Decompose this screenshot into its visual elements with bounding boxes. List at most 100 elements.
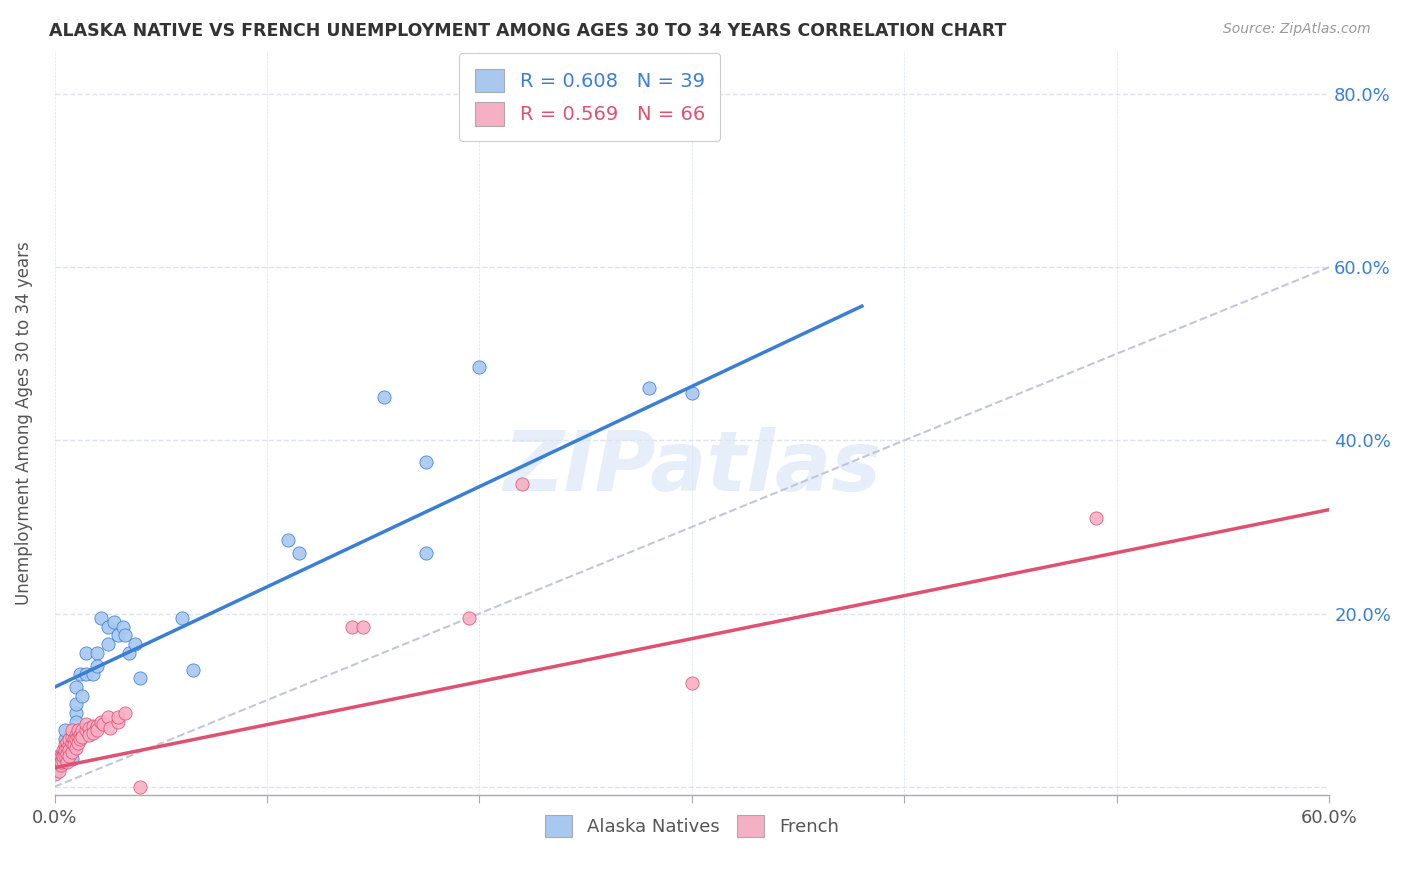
Point xyxy=(66,736,89,750)
Point xyxy=(70,730,93,744)
Point xyxy=(77,721,100,735)
Point xyxy=(277,533,299,547)
Y-axis label: Unemployment Among Ages 30 to 34 years: Unemployment Among Ages 30 to 34 years xyxy=(15,241,32,605)
Point xyxy=(60,736,83,750)
Point xyxy=(82,726,104,740)
Point xyxy=(69,732,91,747)
Point xyxy=(75,723,97,738)
Point xyxy=(53,740,76,755)
Point xyxy=(56,756,79,770)
Point xyxy=(49,758,72,772)
Point xyxy=(288,546,311,560)
Point xyxy=(48,758,70,772)
Point xyxy=(181,663,204,677)
Point xyxy=(60,743,83,757)
Point xyxy=(103,615,125,630)
Point xyxy=(97,710,120,724)
Point xyxy=(415,546,437,560)
Point xyxy=(65,732,87,747)
Point xyxy=(44,758,66,772)
Point xyxy=(681,676,703,690)
Point xyxy=(373,390,395,404)
Point xyxy=(97,637,120,651)
Point xyxy=(510,476,533,491)
Point xyxy=(86,723,108,738)
Point xyxy=(56,735,79,749)
Point xyxy=(65,740,87,755)
Point xyxy=(60,752,83,766)
Point xyxy=(128,780,150,794)
Point xyxy=(170,611,193,625)
Point xyxy=(66,730,89,744)
Point xyxy=(69,728,91,742)
Point xyxy=(1084,511,1107,525)
Point xyxy=(44,766,66,780)
Point xyxy=(52,743,75,757)
Point xyxy=(53,747,76,761)
Text: Source: ZipAtlas.com: Source: ZipAtlas.com xyxy=(1223,22,1371,37)
Point xyxy=(111,619,134,633)
Point xyxy=(65,706,87,720)
Point xyxy=(114,706,136,720)
Point xyxy=(352,619,374,633)
Point xyxy=(66,723,89,738)
Point xyxy=(70,723,93,738)
Point xyxy=(82,667,104,681)
Point xyxy=(86,719,108,733)
Point xyxy=(65,680,87,694)
Text: ALASKA NATIVE VS FRENCH UNEMPLOYMENT AMONG AGES 30 TO 34 YEARS CORRELATION CHART: ALASKA NATIVE VS FRENCH UNEMPLOYMENT AMO… xyxy=(49,22,1007,40)
Point xyxy=(56,740,79,755)
Point xyxy=(107,710,129,724)
Point xyxy=(86,658,108,673)
Point xyxy=(75,646,97,660)
Point xyxy=(75,717,97,731)
Point xyxy=(53,745,76,759)
Point xyxy=(124,637,146,651)
Point xyxy=(97,619,120,633)
Point xyxy=(45,754,67,768)
Point xyxy=(65,728,87,742)
Point xyxy=(415,455,437,469)
Point xyxy=(90,611,112,625)
Point xyxy=(49,754,72,768)
Point xyxy=(48,749,70,764)
Point xyxy=(107,628,129,642)
Legend: Alaska Natives, French: Alaska Natives, French xyxy=(536,805,848,846)
Point xyxy=(90,714,112,729)
Point xyxy=(457,611,479,625)
Point xyxy=(65,698,87,712)
Point xyxy=(60,745,83,759)
Point xyxy=(82,719,104,733)
Point xyxy=(75,667,97,681)
Point xyxy=(77,728,100,742)
Point xyxy=(48,764,70,779)
Point xyxy=(53,749,76,764)
Point xyxy=(681,385,703,400)
Point xyxy=(98,721,121,735)
Point xyxy=(58,732,80,747)
Point xyxy=(52,754,75,768)
Point xyxy=(53,738,76,752)
Point xyxy=(93,717,115,731)
Point xyxy=(65,714,87,729)
Point xyxy=(49,756,72,770)
Point xyxy=(52,749,75,764)
Point xyxy=(45,763,67,777)
Point xyxy=(58,738,80,752)
Point xyxy=(60,730,83,744)
Point xyxy=(62,738,84,752)
Point xyxy=(52,747,75,761)
Point xyxy=(53,732,76,747)
Point xyxy=(638,381,661,395)
Point xyxy=(48,756,70,770)
Point xyxy=(62,732,84,747)
Point xyxy=(107,714,129,729)
Point xyxy=(53,743,76,757)
Point xyxy=(69,667,91,681)
Text: ZIPatlas: ZIPatlas xyxy=(503,427,880,508)
Point xyxy=(53,756,76,770)
Point xyxy=(86,646,108,660)
Point xyxy=(128,672,150,686)
Point xyxy=(70,689,93,703)
Point xyxy=(118,646,141,660)
